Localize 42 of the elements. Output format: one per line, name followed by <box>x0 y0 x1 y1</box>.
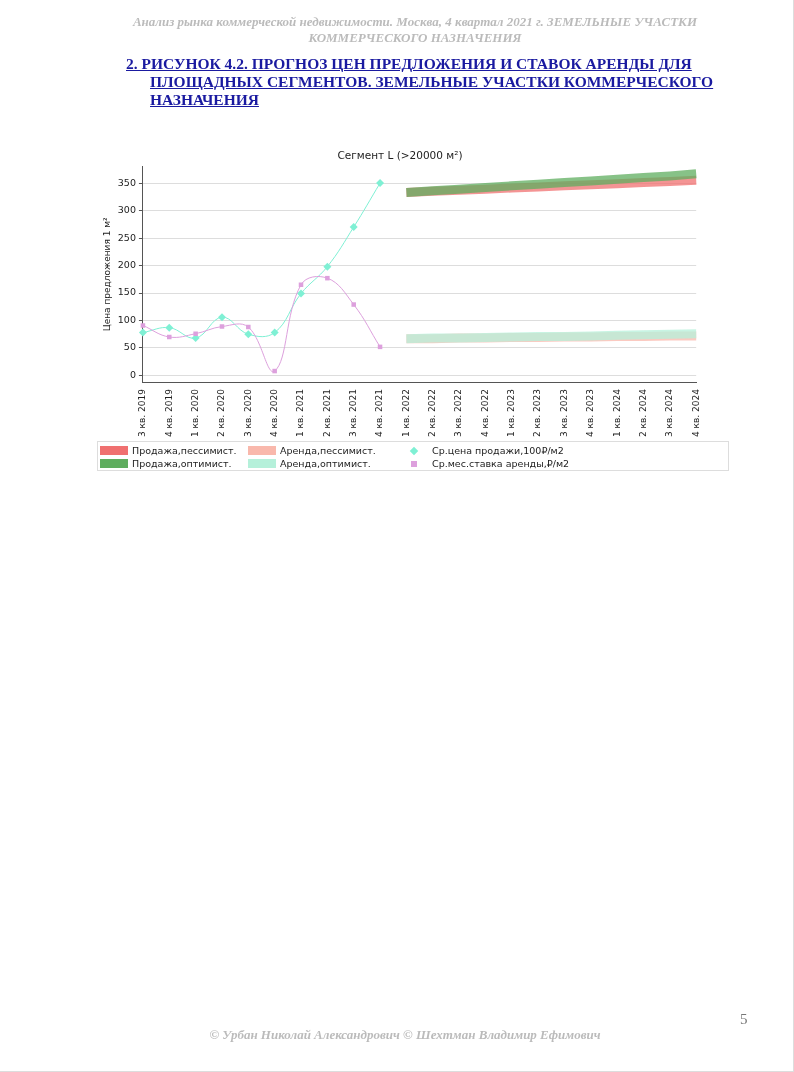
y-tick-label: 100 <box>117 313 136 325</box>
x-tick-label: 4 кв. 2024 <box>690 388 701 437</box>
legend-label: Аренда,оптимист. <box>280 458 371 469</box>
text: 5 <box>740 1011 748 1028</box>
text: 2. РИСУНОК 4.2. ПРОГНОЗ ЦЕН ПРЕДЛОЖЕНИЯ И СТАВОК АРЕНДЫ ДЛЯ ПЛОЩАДНЫХ СЕГМЕНТОВ. ЗЕМЕЛЬНЫЕ УЧАСТКИ КОММЕРЧЕСКОГО НАЗНАЧЕНИЯ <box>126 55 715 109</box>
x-tick-label: 1 кв. 2022 <box>400 389 411 437</box>
x-tick-label: 1 кв. 2021 <box>295 389 306 437</box>
legend-label: Аренда,пессимист. <box>280 445 376 456</box>
y-axis-title: Цена предложения 1 м² <box>101 216 112 332</box>
y-tick-label: 300 <box>117 204 136 216</box>
x-tick-label: 2 кв. 2022 <box>427 389 438 437</box>
x-tick-label: 4 кв. 2020 <box>269 388 280 437</box>
chart-title: Сегмент L (>20000 м²) <box>337 149 463 162</box>
x-tick-label: 3 кв. 2024 <box>664 388 675 437</box>
legend-label: Ср.мес.ставка аренды,₽/м2 <box>432 458 570 469</box>
x-tick-label: 2 кв. 2021 <box>321 389 332 437</box>
x-tick-label: 3 кв. 2020 <box>242 388 253 437</box>
x-tick-label: 3 кв. 2023 <box>558 389 569 437</box>
legend-label: Ср.цена продажи,100₽/м2 <box>432 445 564 456</box>
y-tick-label: 200 <box>117 259 136 270</box>
x-tick-label: 3 кв. 2022 <box>453 389 464 437</box>
x-tick-label: 4 кв. 2019 <box>163 388 174 437</box>
x-tick-label: 4 кв. 2021 <box>374 389 385 437</box>
x-tick-label: 1 кв. 2024 <box>611 388 622 437</box>
x-tick-label: 4 кв. 2022 <box>479 389 490 437</box>
y-tick-label: 50 <box>123 341 136 353</box>
text: Анализ рынка коммерческой недвижимости. Москва, 4 квартал 2021 г. ЗЕМЕЛЬНЫЕ УЧАСТКИ КОММЕРЧЕСКОГО НАЗНАЧЕНИЯ <box>131 14 699 46</box>
x-tick-label: 3 кв. 2019 <box>137 388 148 437</box>
y-tick-label: 150 <box>117 286 136 298</box>
y-tick-label: 0 <box>129 368 136 380</box>
x-tick-label: 2 кв. 2020 <box>216 388 227 437</box>
x-tick-label: 4 кв. 2023 <box>585 389 596 437</box>
x-tick-label: 2 кв. 2024 <box>637 388 648 437</box>
legend-label: Продажа,оптимист. <box>132 458 232 469</box>
legend-label: Продажа,пессимист. <box>132 445 237 456</box>
y-tick-label: 250 <box>117 231 136 243</box>
x-tick-label: 1 кв. 2023 <box>506 389 517 437</box>
x-tick-label: 2 кв. 2023 <box>532 389 543 437</box>
x-tick-label: 3 кв. 2021 <box>348 389 359 437</box>
text: © Урбан Николай Александрович © Шехтман Владимир Ефимович <box>208 1027 602 1043</box>
x-tick-label: 1 кв. 2020 <box>189 388 200 437</box>
y-tick-label: 350 <box>117 176 136 188</box>
